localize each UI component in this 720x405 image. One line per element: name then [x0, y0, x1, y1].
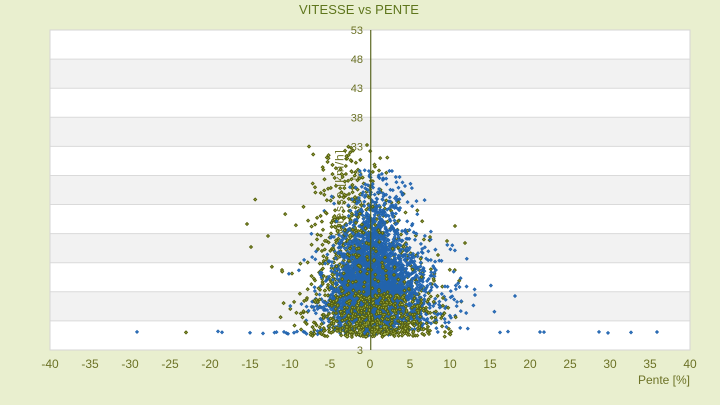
- svg-text:-15: -15: [241, 357, 259, 371]
- svg-text:Vitesse [km/h]: Vitesse [km/h]: [333, 149, 347, 235]
- svg-text:30: 30: [603, 357, 617, 371]
- svg-text:-20: -20: [201, 357, 219, 371]
- svg-text:10: 10: [443, 357, 457, 371]
- svg-text:VITESSE vs PENTE: VITESSE vs PENTE: [299, 2, 419, 17]
- svg-text:-10: -10: [281, 357, 299, 371]
- svg-text:48: 48: [351, 54, 363, 66]
- svg-text:-40: -40: [41, 357, 59, 371]
- svg-text:-30: -30: [121, 357, 139, 371]
- svg-text:-25: -25: [161, 357, 179, 371]
- svg-text:43: 43: [351, 83, 363, 95]
- svg-text:35: 35: [643, 357, 657, 371]
- svg-text:25: 25: [563, 357, 577, 371]
- svg-text:-5: -5: [325, 357, 336, 371]
- svg-text:0: 0: [367, 357, 374, 371]
- svg-text:5: 5: [407, 357, 414, 371]
- svg-text:53: 53: [351, 25, 363, 37]
- svg-text:3: 3: [357, 345, 363, 357]
- svg-text:40: 40: [683, 357, 697, 371]
- svg-text:15: 15: [483, 357, 497, 371]
- svg-text:38: 38: [351, 112, 363, 124]
- svg-text:-35: -35: [81, 357, 99, 371]
- svg-text:20: 20: [523, 357, 537, 371]
- svg-text:Pente [%]: Pente [%]: [638, 373, 690, 387]
